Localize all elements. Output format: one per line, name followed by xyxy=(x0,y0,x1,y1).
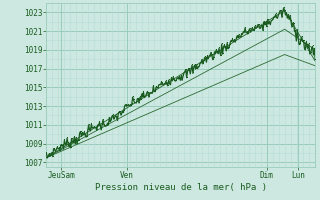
X-axis label: Pression niveau de la mer( hPa ): Pression niveau de la mer( hPa ) xyxy=(95,183,267,192)
